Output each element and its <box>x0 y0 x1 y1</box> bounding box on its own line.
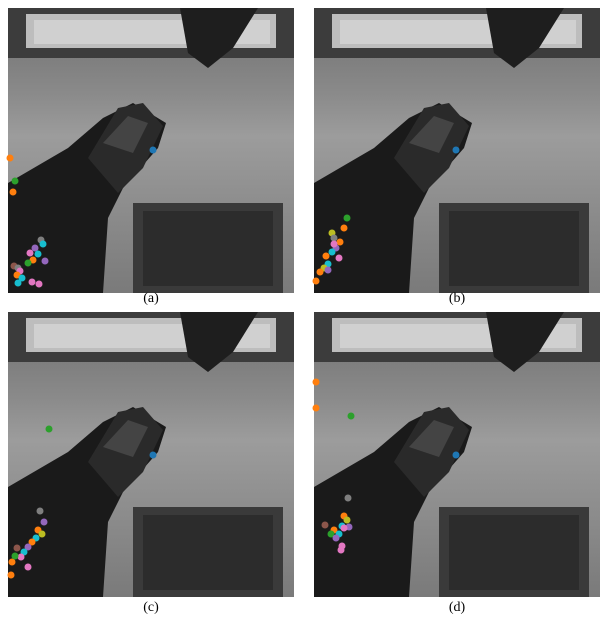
keypoint <box>12 553 19 560</box>
keypoint <box>333 535 340 542</box>
caption: (b) <box>449 291 466 306</box>
keypoint <box>348 413 355 420</box>
keypoint <box>337 239 344 246</box>
keypoint <box>313 278 320 285</box>
keypoint <box>323 253 330 260</box>
keypoint <box>46 426 53 433</box>
keypoint <box>453 147 460 154</box>
keypoint <box>150 147 157 154</box>
keypoint <box>325 267 332 274</box>
keypoint <box>8 572 15 579</box>
keypoint <box>42 258 49 265</box>
keypoint <box>322 522 329 529</box>
keypoint <box>341 225 348 232</box>
keypoint <box>27 250 34 257</box>
keypoint <box>37 508 44 515</box>
keypoint <box>41 519 48 526</box>
keypoint <box>15 280 22 287</box>
keypoint <box>344 517 351 524</box>
keypoint <box>336 255 343 262</box>
keypoint <box>10 189 17 196</box>
keypoint <box>453 452 460 459</box>
figure: (a) (b) (c) (d) <box>0 0 600 617</box>
caption: (c) <box>143 600 159 615</box>
keypoint <box>331 241 338 248</box>
keypoint <box>338 547 345 554</box>
keypoint <box>18 554 25 561</box>
caption: (d) <box>449 600 466 615</box>
keypoint <box>36 281 43 288</box>
keypoint <box>313 379 320 386</box>
keypoint <box>9 559 16 566</box>
keypoint <box>40 241 47 248</box>
keypoint <box>35 251 42 258</box>
keypoint <box>313 405 320 412</box>
keypoint <box>331 235 338 242</box>
keypoint <box>25 564 32 571</box>
keypoint <box>12 178 19 185</box>
keypoint <box>14 545 21 552</box>
keypoint <box>341 525 348 532</box>
keypoint <box>329 249 336 256</box>
keypoint <box>345 495 352 502</box>
keypoint <box>25 260 32 267</box>
keypoint <box>150 452 157 459</box>
keypoint <box>32 245 39 252</box>
keypoint <box>344 215 351 222</box>
keypoint <box>317 269 324 276</box>
keypoint <box>39 531 46 538</box>
caption: (a) <box>143 291 159 306</box>
keypoint <box>29 279 36 286</box>
keypoint <box>7 155 14 162</box>
